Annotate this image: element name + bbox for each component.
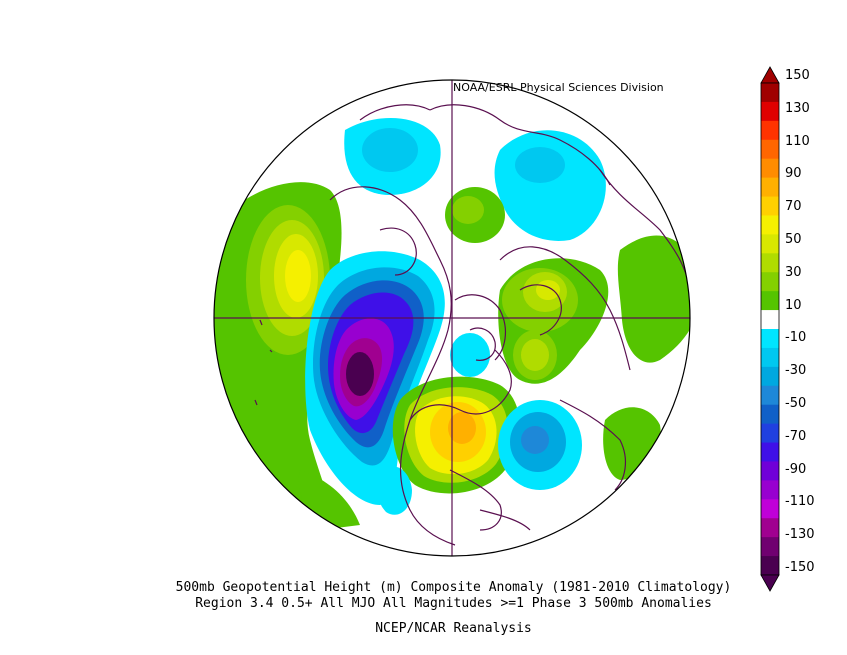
colorbar-tick-label: 90 <box>785 166 802 182</box>
anomaly-field <box>214 80 690 556</box>
colorbar-swatch <box>761 480 779 500</box>
colorbar-tick-label: -150 <box>785 560 815 575</box>
colorbar-tick-label: -10 <box>785 330 807 346</box>
colorbar-swatch <box>761 234 779 254</box>
colorbar-tick-label: -90 <box>785 461 807 477</box>
colorbar-top-arrow <box>760 66 780 84</box>
colorbar-swatch <box>761 310 779 330</box>
colorbar-swatch <box>761 329 779 349</box>
colorbar-tick-label: -130 <box>785 527 815 543</box>
europe-positive-anomaly <box>498 258 609 384</box>
asia-positive-anomaly <box>617 235 690 363</box>
colorbar-swatch <box>761 120 779 141</box>
caption-line-2: Region 3.4 0.5+ All MJO All Magnitudes >… <box>195 596 712 611</box>
mexico-negative-anomaly <box>375 466 412 515</box>
colorbar-swatch <box>761 83 779 103</box>
colorbar-tick-label: -50 <box>785 396 807 411</box>
colorbar-swatch <box>761 499 779 519</box>
siberia-negative-anomaly <box>494 130 606 241</box>
colorbar-tick-label: 50 <box>785 232 802 247</box>
colorbar-tick-label: -70 <box>785 428 807 444</box>
atlantic-negative-anomaly <box>498 400 582 490</box>
colorbar <box>760 66 780 592</box>
caption-line-3: NCEP/NCAR Reanalysis <box>375 621 532 636</box>
colorbar-tick-label: 10 <box>785 297 802 313</box>
colorbar-swatch <box>761 404 779 425</box>
colorbar-swatch <box>761 537 779 557</box>
bering-negative-anomaly <box>450 333 490 377</box>
colorbar-tick-label: 150 <box>785 68 810 83</box>
colorbar-tick-label: -30 <box>785 363 807 379</box>
colorbar-swatch <box>761 442 779 462</box>
colorbar-swatch <box>761 291 779 311</box>
colorbar-swatch <box>761 366 779 387</box>
caption-line-1: 500mb Geopotential Height (m) Composite … <box>175 580 732 595</box>
colorbar-tick-label: 70 <box>785 199 802 215</box>
colorbar-tick-label: 110 <box>785 133 810 149</box>
colorbar-swatch <box>761 196 779 216</box>
hemisphere-outline <box>213 79 691 557</box>
colorbar-tick-label: 30 <box>785 264 802 280</box>
colorbar-swatch <box>761 385 779 406</box>
colorbar-swatch <box>761 347 779 368</box>
colorbar-swatch <box>761 215 779 235</box>
colorbar-swatch <box>761 272 779 292</box>
colorbar-tick-label: 130 <box>785 100 810 116</box>
colorbar-swatch <box>761 101 779 122</box>
colorbar-swatch <box>761 423 779 444</box>
colorbar-swatch <box>761 177 779 198</box>
credit-text: NOAA/ESRL Physical Sciences Division <box>453 81 664 94</box>
colorbar-swatch <box>761 139 779 160</box>
eastern-na-positive-anomaly <box>392 376 520 494</box>
colorbar-swatch <box>761 158 779 179</box>
colorbar-tick-label: -110 <box>785 494 815 510</box>
south-asia-positive-anomaly <box>603 407 661 480</box>
western-na-negative-anomaly <box>305 251 445 505</box>
north-asia-negative-anomaly <box>344 118 441 195</box>
colorbar-swatch <box>761 461 779 481</box>
coastlines <box>254 104 690 546</box>
colorbar-swatch <box>761 556 779 576</box>
colorbar-swatch <box>761 253 779 273</box>
colorbar-swatch <box>761 518 779 538</box>
colorbar-bottom-arrow <box>760 574 780 592</box>
arctic-positive-core <box>452 196 484 224</box>
